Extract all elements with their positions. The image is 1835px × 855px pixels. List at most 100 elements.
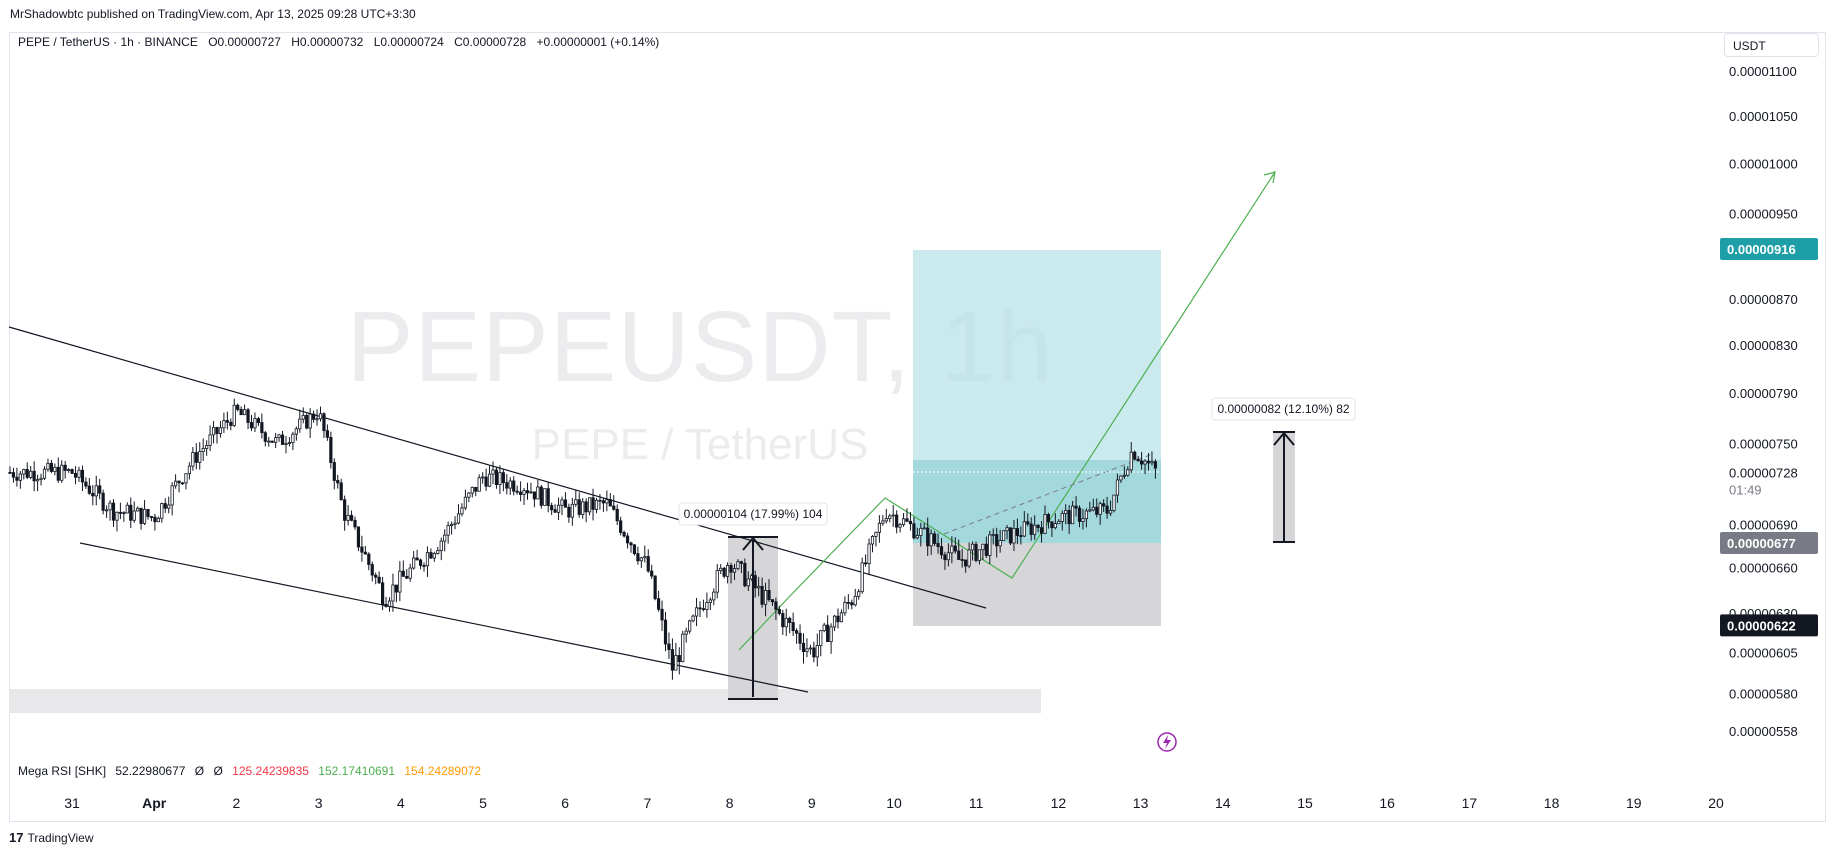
candle-up	[498, 472, 502, 486]
candle-down	[957, 550, 961, 560]
candle-down	[322, 413, 326, 432]
candle-up	[967, 549, 971, 567]
candle-down	[619, 520, 623, 533]
candle-down	[646, 556, 650, 572]
candle-up	[160, 503, 164, 519]
candle-down	[149, 516, 154, 518]
projection-path	[738, 171, 1276, 651]
candle-up	[142, 509, 147, 524]
candle-down	[153, 516, 157, 523]
candle-down	[339, 482, 343, 501]
candle-up	[198, 451, 202, 463]
candle-down	[1008, 527, 1013, 544]
candle-up	[991, 534, 995, 536]
candle-up	[784, 617, 788, 628]
candle-down	[846, 601, 850, 604]
candle-up	[425, 552, 430, 567]
candle-up	[822, 624, 826, 632]
chart-frame	[9, 32, 1826, 822]
candle-down	[743, 562, 747, 587]
candle-up	[708, 599, 712, 603]
candle-up	[560, 499, 564, 506]
footer-brand: TradingView	[27, 830, 94, 845]
legend-symbol[interactable]: PEPE / TetherUS · 1h · BINANCE	[18, 35, 198, 49]
candle-down	[263, 432, 267, 442]
candle-down	[325, 430, 330, 438]
candle-up	[173, 480, 178, 487]
candle-up	[187, 465, 191, 475]
price-axis-tick: 0.00000690	[1729, 518, 1798, 533]
time-axis[interactable]: 31 Apr 2 3 4 5 6 7 8 9 10 11 12 13 14 15 16 17 18 19 20	[9, 792, 1724, 814]
indicator-name[interactable]: Mega RSI [SHK]	[18, 764, 107, 778]
candle-down	[984, 543, 988, 556]
candle-down	[650, 570, 654, 577]
candle-up	[42, 468, 47, 479]
candle-down	[895, 514, 899, 528]
currency-selector[interactable]: USDT	[1724, 33, 1819, 57]
price-tag-value: 0.00000677	[1727, 536, 1796, 551]
candle-up	[970, 543, 975, 551]
candle-down	[753, 575, 757, 589]
candle-down	[905, 518, 909, 522]
candle-down	[1133, 451, 1137, 460]
candle-down	[1050, 521, 1054, 529]
candle-up	[860, 562, 864, 593]
time-axis-tick: 4	[396, 795, 405, 811]
candle-down	[729, 565, 733, 573]
candle-down	[670, 649, 675, 671]
price-tag-value: 0.00000622	[1727, 618, 1796, 633]
candle-down	[484, 476, 488, 487]
candle-down	[850, 602, 854, 606]
candle-up	[170, 485, 174, 506]
candle-up	[1084, 510, 1088, 520]
candle-down	[781, 613, 785, 628]
candle-down	[343, 499, 347, 521]
candle-down	[1067, 510, 1071, 525]
candle-down	[363, 551, 367, 555]
candle-up	[736, 561, 740, 570]
indicator-value: 52.22980677	[115, 764, 186, 778]
time-axis-tick: 20	[1708, 795, 1724, 811]
time-axis-tick: 10	[886, 795, 902, 811]
candle-up	[208, 434, 212, 446]
candle-up	[574, 499, 578, 505]
candle-up	[77, 469, 81, 478]
candle-up	[843, 601, 847, 614]
candle-up	[456, 513, 461, 524]
candle-up	[201, 448, 205, 452]
candle-up	[1022, 521, 1026, 537]
candle-up	[1098, 503, 1102, 515]
candle-down	[801, 642, 806, 653]
candle-down	[667, 643, 671, 650]
measure-label: 0.00000104 (17.99%) 104	[678, 502, 828, 526]
support-zone	[9, 689, 1041, 713]
time-axis-tick: 2	[232, 795, 241, 811]
legend-change: +0.00000001 (+0.14%)	[536, 35, 660, 49]
time-axis-tick: 16	[1379, 795, 1395, 811]
candle-down	[512, 480, 516, 492]
candle-up	[315, 418, 319, 421]
candle-down	[49, 462, 54, 472]
candle-down	[1140, 460, 1144, 465]
candle-up	[205, 445, 209, 449]
time-axis-tick: 18	[1543, 795, 1560, 811]
candle-down	[260, 422, 264, 434]
candle-up	[184, 473, 188, 484]
candle-up	[1091, 506, 1095, 511]
candle-down	[63, 464, 67, 471]
candle-down	[960, 559, 964, 561]
candle-up	[318, 413, 323, 420]
position-entry-dashed	[943, 454, 1151, 535]
price-tag: 0.00000622	[1720, 614, 1818, 637]
candle-up	[167, 504, 171, 509]
time-axis-tick: 7	[643, 795, 652, 811]
candle-down	[239, 409, 243, 416]
candle-up	[726, 565, 730, 577]
candle-up	[819, 630, 823, 646]
tradingview-footer[interactable]: 17 TradingView	[9, 830, 94, 845]
candle-down	[360, 546, 364, 553]
wedge-upper-line	[8, 326, 987, 609]
price-axis-tick: 0.00001000	[1729, 157, 1798, 172]
candle-up	[22, 469, 26, 475]
